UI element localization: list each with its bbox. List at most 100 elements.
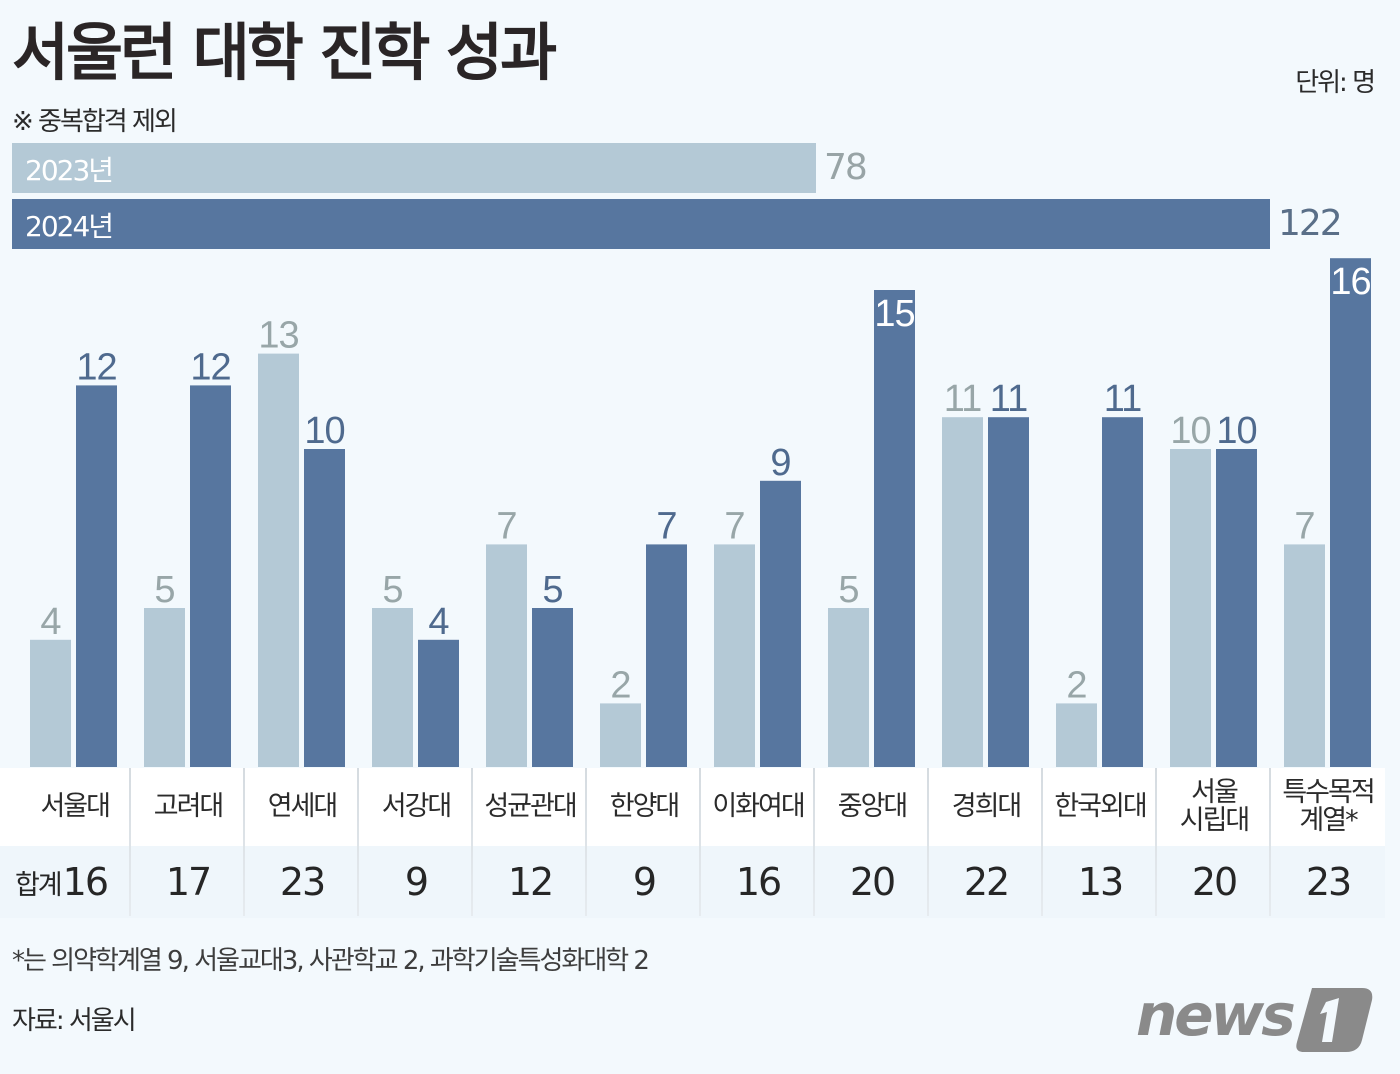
bar-label-2024-9: 11 [1104, 378, 1141, 420]
bar-label-2023-11: 7 [1294, 505, 1314, 547]
bar-2023-1 [144, 608, 185, 767]
university-name: 경희대 [929, 768, 1043, 846]
bar-2023-7 [828, 608, 869, 767]
source-note: 자료: 서울시 [12, 1006, 137, 1036]
bar-2023-2 [258, 353, 299, 767]
university-total: 합계 16 [0, 846, 131, 918]
bar-label-2023-1: 5 [154, 569, 174, 611]
total-bar-label-2024: 2024년 [25, 210, 114, 243]
bar-2023-8 [942, 417, 983, 767]
university-total: 12 [473, 846, 587, 918]
bar-2024-10 [1216, 449, 1257, 767]
university-total: 9 [587, 846, 701, 918]
total-bar-value-2024: 122 [1278, 203, 1343, 244]
university-total: 13 [1043, 846, 1157, 918]
bar-label-2023-10: 10 [1170, 410, 1210, 452]
bar-2024-6 [760, 480, 801, 767]
bar-2024-11 [1330, 258, 1371, 767]
university-name: 한양대 [587, 768, 701, 846]
table-column: 성균관대 12 [473, 768, 587, 918]
bar-2024-4 [532, 608, 573, 767]
table-column: 연세대 23 [245, 768, 359, 918]
bar-2024-2 [304, 449, 345, 767]
university-name: 고려대 [131, 768, 245, 846]
bar-2023-9 [1056, 703, 1097, 767]
bar-label-2023-2: 13 [258, 315, 298, 357]
table-column: 한국외대 13 [1043, 768, 1157, 918]
bar-2023-0 [30, 639, 71, 767]
total-value: 9 [632, 860, 657, 904]
bar-2024-3 [418, 639, 459, 767]
total-value: 22 [963, 860, 1010, 904]
bar-label-2023-9: 2 [1066, 664, 1086, 706]
news1-logo: news [1136, 981, 1373, 1052]
bar-2024-9 [1102, 417, 1143, 767]
university-name: 한국외대 [1043, 768, 1157, 846]
bar-label-2024-2: 10 [304, 410, 344, 452]
bar-label-2024-4: 5 [542, 569, 562, 611]
bar-label-2024-1: 12 [190, 346, 230, 388]
total-value: 17 [165, 860, 212, 904]
column-divider [243, 768, 245, 916]
table-column: 경희대 22 [929, 768, 1043, 918]
bar-2024-7 [874, 290, 915, 767]
column-divider [813, 768, 815, 916]
bar-label-2024-7: 15 [874, 293, 914, 335]
table-column: 특수목적 계열* 23 [1271, 768, 1385, 918]
bar-2023-10 [1170, 449, 1211, 767]
bar-label-2024-5: 7 [656, 505, 676, 547]
total-prefix-label: 합계 [14, 869, 63, 901]
bar-label-2023-8: 11 [944, 378, 981, 420]
university-total: 22 [929, 846, 1043, 918]
bar-label-2023-7: 5 [838, 569, 858, 611]
university-total: 20 [1157, 846, 1271, 918]
bar-label-2024-6: 9 [770, 442, 790, 484]
bar-label-2024-3: 4 [428, 601, 449, 643]
table-column: 서강대 9 [359, 768, 473, 918]
table-column: 서울 시립대 20 [1157, 768, 1271, 918]
total-value: 16 [735, 860, 782, 904]
university-total: 23 [245, 846, 359, 918]
total-value: 16 [62, 860, 109, 904]
column-divider [357, 768, 359, 916]
table-column: 서울대 합계 16 [0, 768, 131, 918]
bar-2024-1 [190, 385, 231, 767]
column-divider [699, 768, 701, 916]
university-name: 연세대 [245, 768, 359, 846]
bar-label-2024-8: 11 [990, 378, 1027, 420]
table-column: 한양대 9 [587, 768, 701, 918]
total-value: 12 [507, 860, 554, 904]
total-value: 23 [279, 860, 326, 904]
bar-label-2023-0: 4 [40, 601, 61, 643]
total-value: 20 [849, 860, 896, 904]
total-bar-value-2023: 78 [824, 147, 868, 188]
university-name: 특수목적 계열* [1271, 768, 1385, 846]
chart-title: 서울런 대학 진학 성과 [12, 16, 557, 89]
bar-label-2023-5: 2 [610, 664, 630, 706]
bar-label-2024-10: 10 [1216, 410, 1256, 452]
column-divider [927, 768, 929, 916]
bar-label-2024-11: 16 [1330, 261, 1370, 303]
university-name: 서울 시립대 [1157, 768, 1271, 846]
table-column: 이화여대 16 [701, 768, 815, 918]
bar-2024-0 [76, 385, 117, 767]
university-name: 서강대 [359, 768, 473, 846]
table-column: 고려대 17 [131, 768, 245, 918]
bar-2024-5 [646, 544, 687, 767]
total-value: 20 [1191, 860, 1238, 904]
total-bar-label-2023: 2023년 [25, 154, 114, 187]
column-divider [129, 768, 131, 916]
bar-label-2023-4: 7 [496, 505, 516, 547]
table-column: 중앙대 20 [815, 768, 929, 918]
bar-2023-11 [1284, 544, 1325, 767]
university-name: 중앙대 [815, 768, 929, 846]
column-divider [1041, 768, 1043, 916]
university-name: 이화여대 [701, 768, 815, 846]
university-name: 서울대 [0, 768, 131, 846]
bar-label-2024-0: 12 [76, 346, 116, 388]
column-divider [471, 768, 473, 916]
bar-2023-3 [372, 608, 413, 767]
total-bar-2023: 2023년 [12, 143, 816, 193]
total-bar-2024: 2024년 [12, 199, 1270, 249]
